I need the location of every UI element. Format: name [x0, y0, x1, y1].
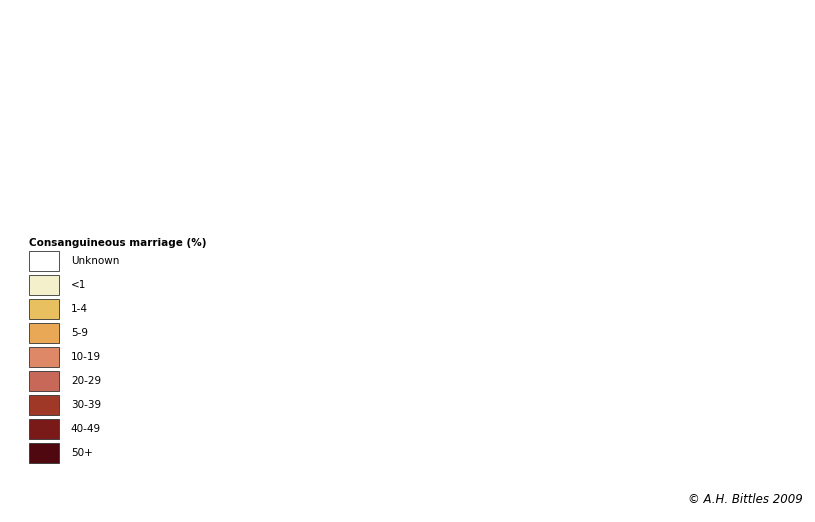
Text: 10-19: 10-19 [71, 352, 101, 362]
Bar [29, 299, 59, 319]
Text: Unknown: Unknown [71, 256, 119, 266]
Text: <1: <1 [71, 280, 86, 290]
Bar [29, 395, 59, 415]
Bar [29, 275, 59, 295]
Bar [29, 323, 59, 343]
Text: 20-29: 20-29 [71, 376, 101, 386]
Text: © A.H. Bittles 2009: © A.H. Bittles 2009 [688, 493, 803, 506]
Bar [29, 251, 59, 271]
Bar [29, 443, 59, 463]
Bar [29, 419, 59, 439]
Text: 1-4: 1-4 [71, 304, 88, 314]
Bar [29, 347, 59, 367]
Text: 5-9: 5-9 [71, 328, 88, 338]
Text: 50+: 50+ [71, 448, 93, 458]
Text: 40-49: 40-49 [71, 424, 101, 434]
Text: Consanguineous marriage (%): Consanguineous marriage (%) [29, 238, 206, 248]
Bar [29, 371, 59, 391]
Text: 30-39: 30-39 [71, 400, 101, 410]
